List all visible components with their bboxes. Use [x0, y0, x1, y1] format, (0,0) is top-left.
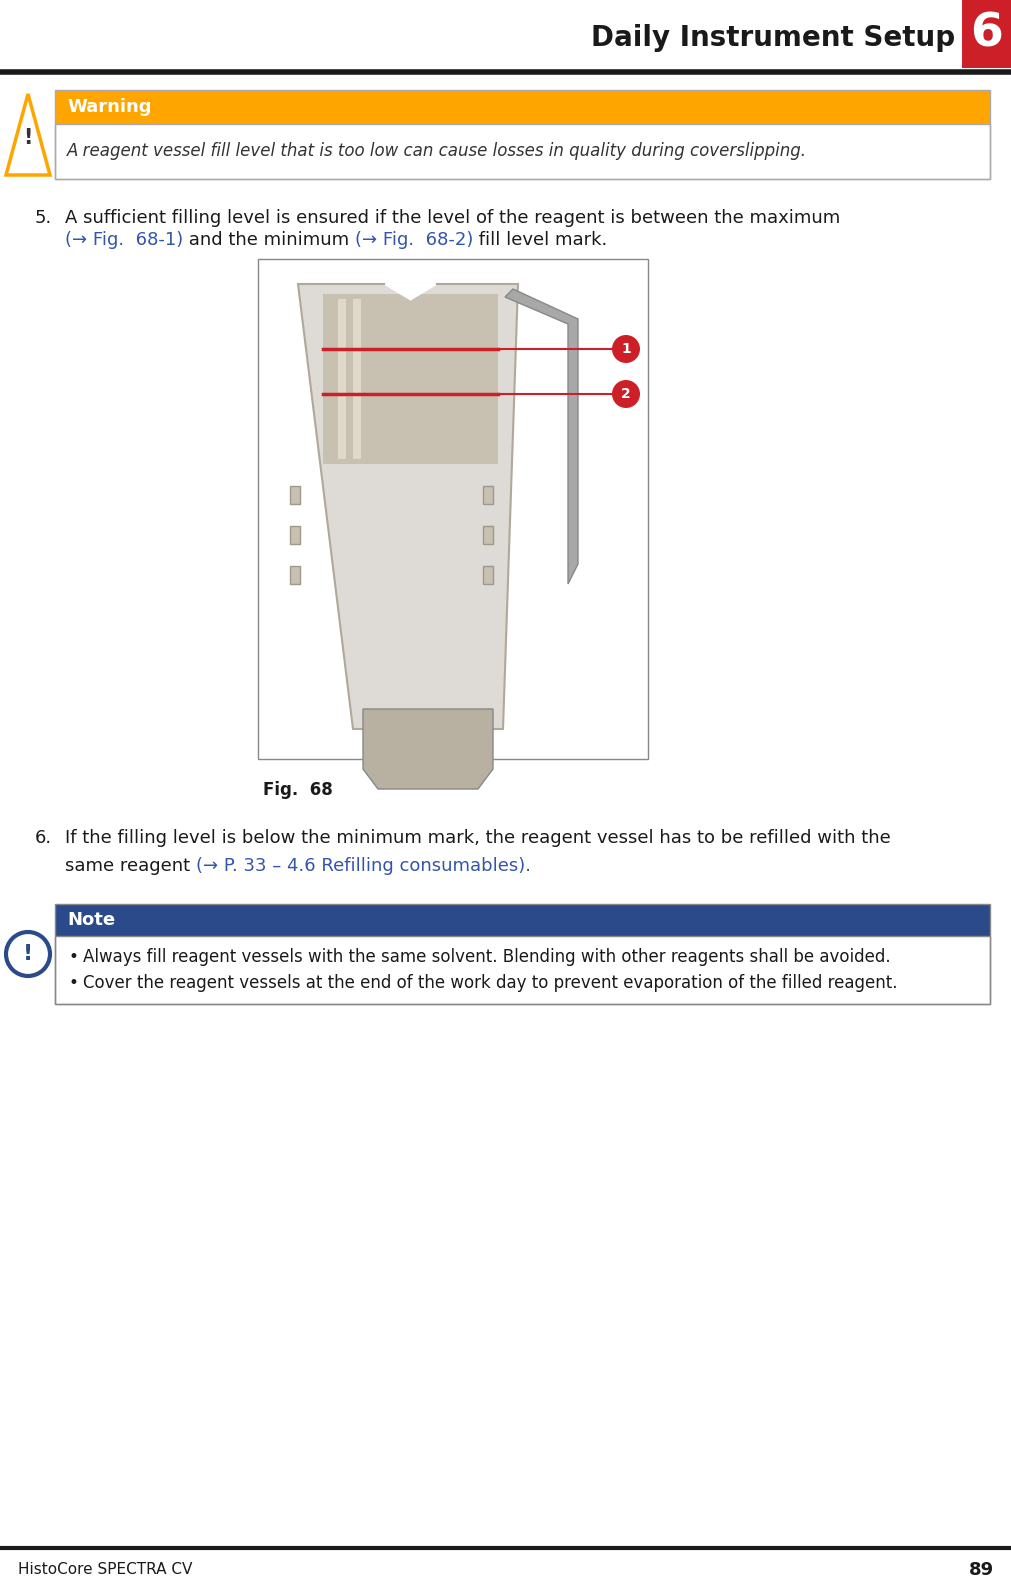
Polygon shape — [338, 298, 346, 459]
Text: and the minimum: and the minimum — [183, 231, 355, 249]
Text: A sufficient filling level is ensured if the level of the reagent is between the: A sufficient filling level is ensured if… — [65, 209, 839, 226]
Text: Cover the reagent vessels at the end of the work day to prevent evaporation of t: Cover the reagent vessels at the end of … — [83, 975, 897, 992]
Text: 6: 6 — [970, 11, 1003, 56]
Text: If the filling level is below the minimum mark, the reagent vessel has to be ref: If the filling level is below the minimu… — [65, 829, 890, 847]
Text: Daily Instrument Setup: Daily Instrument Setup — [590, 24, 954, 53]
FancyBboxPatch shape — [55, 936, 989, 1003]
Text: 89: 89 — [968, 1562, 993, 1579]
Text: !: ! — [23, 129, 32, 148]
Text: HistoCore SPECTRA CV: HistoCore SPECTRA CV — [18, 1563, 192, 1577]
Text: 6.: 6. — [35, 829, 53, 847]
Circle shape — [612, 380, 639, 408]
FancyBboxPatch shape — [290, 566, 299, 584]
Polygon shape — [6, 94, 50, 175]
Text: •: • — [69, 975, 79, 992]
Text: 2: 2 — [621, 388, 630, 400]
Text: A reagent vessel fill level that is too low can cause losses in quality during c: A reagent vessel fill level that is too … — [67, 142, 806, 161]
FancyBboxPatch shape — [55, 89, 989, 124]
Text: same reagent: same reagent — [65, 857, 196, 876]
Text: Always fill reagent vessels with the same solvent. Blending with other reagents : Always fill reagent vessels with the sam… — [83, 947, 890, 967]
Polygon shape — [297, 284, 518, 729]
Text: 5.: 5. — [35, 209, 53, 226]
Polygon shape — [323, 293, 497, 464]
Circle shape — [612, 335, 639, 364]
Text: •: • — [69, 947, 79, 967]
Text: (→ Fig.  68-2): (→ Fig. 68-2) — [355, 231, 473, 249]
FancyBboxPatch shape — [258, 258, 647, 759]
FancyBboxPatch shape — [290, 526, 299, 544]
Text: 1: 1 — [621, 341, 630, 356]
FancyBboxPatch shape — [290, 486, 299, 504]
Text: Note: Note — [67, 911, 115, 928]
Polygon shape — [504, 289, 577, 584]
FancyBboxPatch shape — [961, 0, 1011, 69]
Text: Warning: Warning — [67, 97, 152, 116]
Text: (→ P. 33 – 4.6 Refilling consumables).: (→ P. 33 – 4.6 Refilling consumables). — [196, 857, 531, 876]
FancyBboxPatch shape — [55, 904, 989, 936]
FancyBboxPatch shape — [482, 486, 492, 504]
Text: Fig.  68: Fig. 68 — [263, 782, 333, 799]
FancyBboxPatch shape — [482, 566, 492, 584]
Circle shape — [6, 931, 50, 976]
Text: fill level mark.: fill level mark. — [473, 231, 608, 249]
Text: (→ Fig.  68-1): (→ Fig. 68-1) — [65, 231, 183, 249]
FancyBboxPatch shape — [482, 526, 492, 544]
FancyBboxPatch shape — [55, 124, 989, 179]
Polygon shape — [353, 298, 361, 459]
Text: !: ! — [23, 944, 33, 963]
Polygon shape — [385, 284, 435, 298]
Polygon shape — [363, 710, 492, 790]
